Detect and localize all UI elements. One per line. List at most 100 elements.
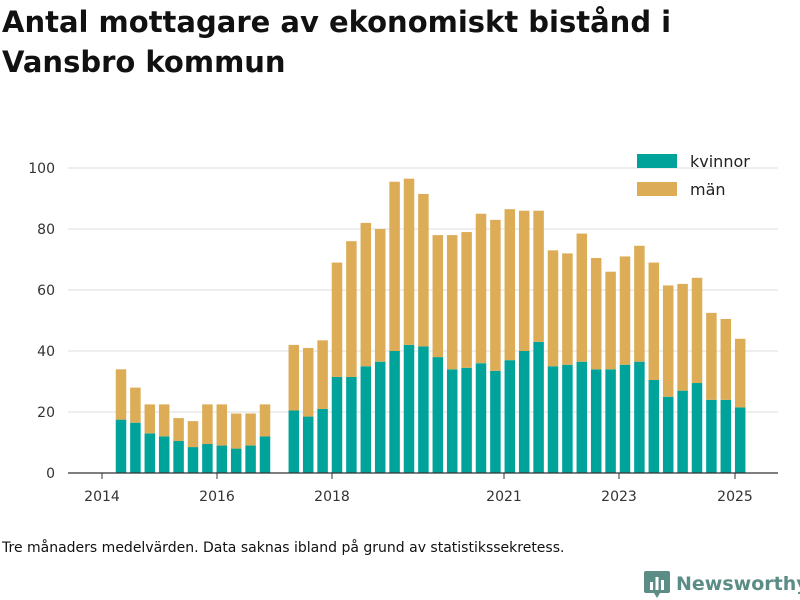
bar-kvinnor bbox=[720, 399, 732, 473]
bar-man bbox=[173, 418, 184, 441]
bar-man bbox=[317, 340, 328, 409]
bar-man bbox=[331, 262, 343, 377]
x-tick-label: 2016 bbox=[199, 489, 235, 505]
y-tick-label: 0 bbox=[46, 466, 55, 482]
bar-man bbox=[734, 338, 746, 408]
bar-man bbox=[691, 277, 703, 384]
bar-man bbox=[432, 235, 444, 358]
bar-kvinnor bbox=[230, 448, 242, 473]
bar-kvinnor bbox=[432, 357, 444, 473]
x-tick-label: 2023 bbox=[601, 489, 637, 505]
bar-kvinnor bbox=[605, 369, 616, 473]
bar-kvinnor bbox=[590, 369, 602, 473]
bar-man bbox=[720, 318, 732, 400]
bar-man bbox=[302, 347, 314, 417]
bar-kvinnor bbox=[216, 445, 228, 473]
legend-swatch-man bbox=[637, 182, 677, 196]
bar-man bbox=[187, 421, 199, 448]
bar-kvinnor bbox=[115, 419, 127, 474]
axes: 0 20 40 60 80 100 2014 2016 2018 2021 2023 2025 bbox=[28, 161, 778, 505]
bar-kvinnor bbox=[490, 370, 501, 473]
x-tick-label: 2014 bbox=[84, 489, 120, 505]
bar-man bbox=[403, 178, 415, 345]
bar-man bbox=[706, 312, 717, 400]
bar-man bbox=[389, 181, 400, 351]
bar-kvinnor bbox=[245, 445, 256, 473]
bar-kvinnor bbox=[547, 366, 559, 473]
bar-kvinnor bbox=[475, 363, 487, 473]
bar-kvinnor bbox=[734, 407, 746, 473]
bar-kvinnor bbox=[130, 422, 141, 473]
legend-swatch-kvinnor bbox=[637, 154, 677, 168]
bar-kvinnor bbox=[302, 416, 314, 473]
y-tick-label: 80 bbox=[37, 222, 55, 238]
bar-kvinnor bbox=[331, 376, 343, 473]
x-tick-label: 2025 bbox=[717, 489, 753, 505]
bar-kvinnor bbox=[576, 361, 588, 473]
bar-man bbox=[590, 257, 602, 370]
bar-kvinnor bbox=[562, 364, 573, 473]
bar-kvinnor bbox=[418, 346, 429, 473]
bar-kvinnor bbox=[634, 361, 645, 473]
bar-kvinnor bbox=[677, 390, 688, 473]
bar-man bbox=[547, 250, 559, 367]
legend-label-man: män bbox=[690, 180, 726, 199]
bar-kvinnor bbox=[173, 440, 184, 473]
bar-man bbox=[461, 232, 472, 368]
x-tick-label: 2018 bbox=[314, 489, 350, 505]
bar-kvinnor bbox=[446, 369, 458, 473]
bar-kvinnor bbox=[144, 433, 156, 473]
bar-man bbox=[504, 209, 516, 361]
brand-logo[interactable]: Newsworthy bbox=[644, 568, 800, 600]
bar-man bbox=[677, 283, 688, 391]
bar-kvinnor bbox=[374, 361, 386, 473]
bar-man bbox=[230, 413, 242, 449]
bar-kvinnor bbox=[403, 344, 415, 473]
bar-man bbox=[115, 369, 127, 420]
x-tick-label: 2021 bbox=[486, 489, 522, 505]
bar-man bbox=[634, 245, 645, 362]
bar-kvinnor bbox=[461, 367, 472, 473]
bar-kvinnor bbox=[648, 379, 660, 473]
bar-man bbox=[374, 229, 386, 362]
bar-man bbox=[446, 235, 458, 370]
bar-man bbox=[490, 219, 501, 371]
bar-chart-logo-icon bbox=[644, 571, 670, 598]
bar-kvinnor bbox=[158, 436, 170, 473]
y-tick-label: 40 bbox=[37, 344, 55, 360]
bar-man bbox=[360, 222, 372, 367]
bar-kvinnor bbox=[288, 410, 300, 473]
bar-man bbox=[130, 387, 141, 423]
y-tick-label: 20 bbox=[37, 405, 55, 421]
bar-kvinnor bbox=[317, 408, 328, 473]
bar-man bbox=[158, 404, 170, 437]
bar-man bbox=[533, 210, 544, 342]
bar-man bbox=[245, 413, 256, 446]
bar-man bbox=[475, 213, 487, 364]
bar-man bbox=[518, 210, 530, 351]
bar-kvinnor bbox=[389, 351, 400, 473]
bar-man bbox=[605, 271, 616, 370]
bar-man bbox=[144, 404, 156, 434]
bar-kvinnor bbox=[533, 341, 544, 473]
bar-kvinnor bbox=[619, 364, 631, 473]
bar-man bbox=[259, 404, 271, 437]
bar-man bbox=[562, 253, 573, 365]
bar-kvinnor bbox=[504, 360, 516, 473]
brand-name: Newsworthy bbox=[676, 573, 800, 595]
bar-man bbox=[288, 344, 300, 411]
y-tick-label: 60 bbox=[37, 283, 55, 299]
bar-man bbox=[346, 241, 357, 377]
legend: kvinnor män bbox=[637, 152, 750, 199]
bar-kvinnor bbox=[360, 366, 372, 473]
bar-man bbox=[576, 233, 588, 362]
bars bbox=[115, 178, 746, 474]
bar-kvinnor bbox=[202, 444, 213, 473]
bar-kvinnor bbox=[691, 383, 703, 473]
bar-kvinnor bbox=[259, 436, 271, 473]
bar-man bbox=[202, 404, 213, 445]
bar-man bbox=[648, 262, 660, 380]
bar-kvinnor bbox=[346, 376, 357, 473]
footnote: Tre månaders medelvärden. Data saknas ib… bbox=[2, 540, 565, 556]
